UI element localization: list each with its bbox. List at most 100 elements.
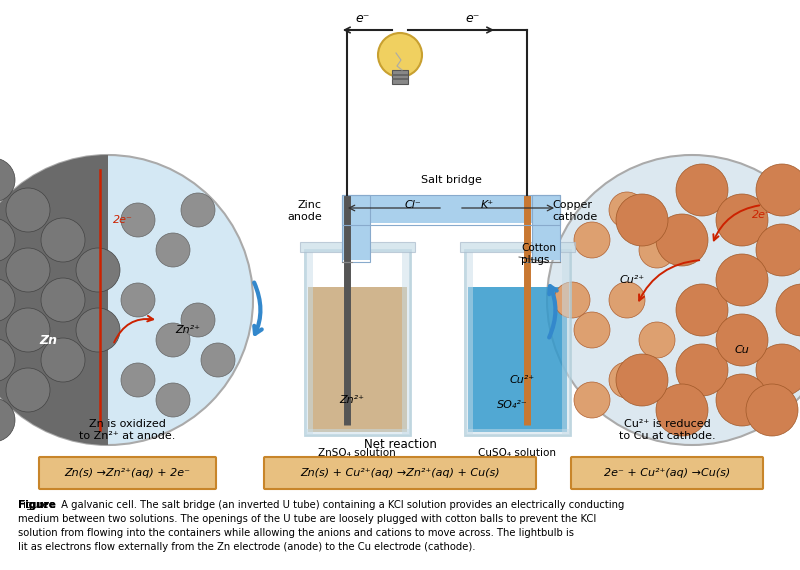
Circle shape: [41, 338, 85, 382]
Bar: [342, 195, 560, 223]
Circle shape: [6, 188, 50, 232]
Circle shape: [656, 214, 708, 266]
Circle shape: [0, 398, 15, 442]
Circle shape: [676, 284, 728, 336]
Text: Figure: Figure: [18, 500, 56, 510]
Text: Zn²⁺: Zn²⁺: [339, 395, 365, 405]
Text: Cl⁻: Cl⁻: [404, 200, 421, 210]
Circle shape: [378, 33, 422, 77]
Circle shape: [547, 155, 800, 445]
Text: Cu²⁺: Cu²⁺: [619, 275, 645, 285]
Circle shape: [716, 194, 768, 246]
Circle shape: [639, 322, 675, 358]
Circle shape: [181, 303, 215, 337]
Circle shape: [156, 323, 190, 357]
Circle shape: [6, 368, 50, 412]
Bar: [305, 429, 410, 435]
Bar: [402, 250, 410, 435]
Circle shape: [716, 374, 768, 426]
Circle shape: [76, 308, 120, 352]
Circle shape: [676, 344, 728, 396]
Text: Zn(s) + Cu²⁺(aq) →Zn²⁺(aq) + Cu(s): Zn(s) + Cu²⁺(aq) →Zn²⁺(aq) + Cu(s): [300, 468, 500, 478]
Bar: [305, 250, 313, 435]
FancyBboxPatch shape: [39, 457, 216, 489]
Text: Zn: Zn: [39, 333, 57, 347]
Circle shape: [156, 233, 190, 267]
Text: solution from flowing into the containers while allowing the anions and cations : solution from flowing into the container…: [18, 528, 574, 538]
Circle shape: [201, 343, 235, 377]
Bar: [532, 195, 560, 262]
Bar: [562, 250, 570, 435]
Circle shape: [746, 384, 798, 436]
Bar: [392, 74, 408, 76]
Bar: [342, 195, 370, 262]
Text: ZnSO₄ solution: ZnSO₄ solution: [318, 448, 396, 458]
Text: Cu²⁺: Cu²⁺: [510, 375, 534, 385]
Circle shape: [609, 362, 645, 398]
Circle shape: [616, 354, 668, 406]
Circle shape: [574, 382, 610, 418]
Bar: [305, 250, 410, 435]
Circle shape: [156, 383, 190, 417]
Bar: [460, 242, 575, 252]
FancyBboxPatch shape: [264, 457, 536, 489]
Circle shape: [639, 232, 675, 268]
Text: SO₄²⁻: SO₄²⁻: [497, 400, 527, 410]
Text: Cotton
plugs: Cotton plugs: [521, 243, 556, 265]
Text: Cu: Cu: [734, 345, 750, 355]
Circle shape: [0, 338, 15, 382]
Circle shape: [554, 282, 590, 318]
Circle shape: [609, 192, 645, 228]
Text: Zn²⁺: Zn²⁺: [175, 325, 201, 335]
Circle shape: [716, 254, 768, 306]
Bar: [392, 70, 408, 84]
Circle shape: [121, 363, 155, 397]
Circle shape: [776, 284, 800, 336]
Bar: [465, 250, 570, 435]
Bar: [300, 242, 415, 252]
Text: Net reaction: Net reaction: [363, 438, 437, 450]
Bar: [468, 287, 567, 432]
Bar: [342, 195, 560, 225]
Text: CuSO₄ solution: CuSO₄ solution: [478, 448, 556, 458]
Circle shape: [656, 384, 708, 436]
Circle shape: [609, 282, 645, 318]
Wedge shape: [0, 155, 108, 445]
Bar: [465, 429, 570, 435]
Bar: [532, 195, 560, 260]
Text: Cu²⁺ is reduced
to Cu at cathode.: Cu²⁺ is reduced to Cu at cathode.: [618, 419, 715, 441]
Circle shape: [121, 203, 155, 237]
Circle shape: [0, 158, 15, 202]
Circle shape: [616, 194, 668, 246]
Bar: [342, 195, 370, 260]
Circle shape: [41, 218, 85, 262]
Text: Figure    A galvanic cell. The salt bridge (an inverted U tube) containing a KCl: Figure A galvanic cell. The salt bridge …: [18, 500, 624, 510]
Circle shape: [6, 308, 50, 352]
Text: Salt bridge: Salt bridge: [421, 175, 482, 185]
Text: Zn is oxidized
to Zn²⁺ at anode.: Zn is oxidized to Zn²⁺ at anode.: [79, 419, 175, 441]
Text: 2e⁻: 2e⁻: [113, 215, 133, 225]
Circle shape: [756, 224, 800, 276]
Circle shape: [756, 344, 800, 396]
Text: Figure: Figure: [18, 500, 56, 510]
Circle shape: [181, 193, 215, 227]
Circle shape: [121, 283, 155, 317]
Bar: [392, 78, 408, 80]
Text: e⁻: e⁻: [466, 11, 480, 25]
Circle shape: [6, 248, 50, 292]
Text: e⁻: e⁻: [356, 11, 370, 25]
Circle shape: [574, 312, 610, 348]
Text: Zn(s) →Zn²⁺(aq) + 2e⁻: Zn(s) →Zn²⁺(aq) + 2e⁻: [64, 468, 190, 478]
Circle shape: [676, 164, 728, 216]
Circle shape: [716, 314, 768, 366]
Text: lit as electrons flow externally from the Zn electrode (anode) to the Cu electro: lit as electrons flow externally from th…: [18, 542, 475, 552]
Circle shape: [756, 164, 800, 216]
Text: Copper
cathode: Copper cathode: [552, 200, 598, 222]
Text: medium between two solutions. The openings of the U tube are loosely plugged wit: medium between two solutions. The openin…: [18, 514, 596, 524]
Bar: [465, 250, 473, 435]
Text: 2e⁻ + Cu²⁺(aq) →Cu(s): 2e⁻ + Cu²⁺(aq) →Cu(s): [604, 468, 730, 478]
Circle shape: [76, 248, 120, 292]
Text: 2e⁻: 2e⁻: [752, 210, 772, 220]
Circle shape: [0, 278, 15, 322]
Circle shape: [0, 155, 253, 445]
